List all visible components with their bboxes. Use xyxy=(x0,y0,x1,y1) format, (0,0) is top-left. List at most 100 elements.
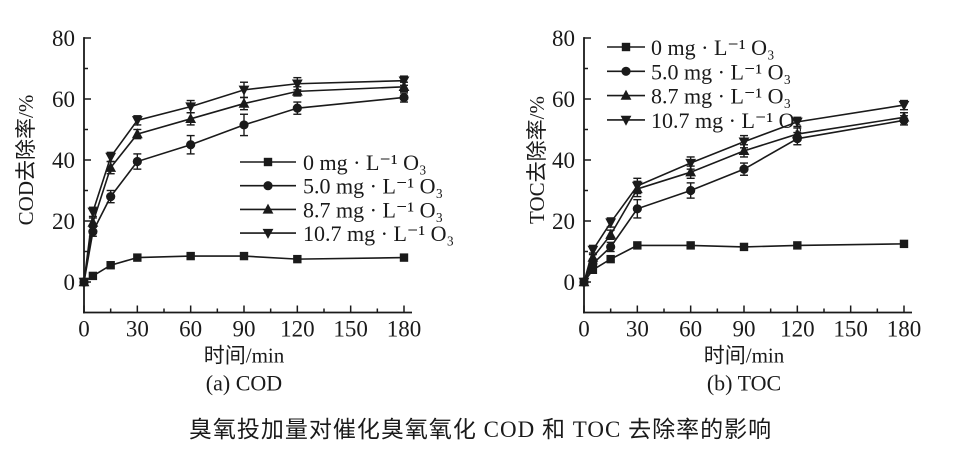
chart-cod: 0 30 60 90 120 150 180 0 20 40 60 80 时间/min COD去除率/% (… xyxy=(0,0,480,405)
y-tick-label: 40 xyxy=(52,148,75,173)
triangle-down-marker xyxy=(578,277,590,288)
triangle-down-marker xyxy=(105,152,117,163)
triangle-up-marker xyxy=(185,113,197,124)
series-line xyxy=(583,104,905,283)
x-tick-label: 120 xyxy=(780,317,815,342)
legend-item: 8.7 mg · L⁻¹ O₃ xyxy=(240,197,443,222)
legend-item: 8.7 mg · L⁻¹ O₃ xyxy=(607,84,791,109)
ticks xyxy=(83,37,405,313)
legend: 0 mg · L⁻¹ O₃5.0 mg · L⁻¹ O₃8.7 mg · L⁻¹… xyxy=(240,150,454,246)
legend-label: 10.7 mg · L⁻¹ O₃ xyxy=(303,221,454,246)
legend-label: 5.0 mg · L⁻¹ O₃ xyxy=(303,174,443,199)
charts-row: 0 30 60 90 120 150 180 0 20 40 60 80 时间/min COD去除率/% (… xyxy=(14,26,921,396)
triangle-up-marker xyxy=(105,161,117,172)
triangle-up-marker xyxy=(738,145,750,156)
circle-marker xyxy=(399,92,409,103)
square-marker xyxy=(399,253,409,262)
tick-labels: 0 30 60 90 120 150 180 0 20 40 60 80 xyxy=(552,26,921,342)
triangle-down-marker xyxy=(631,181,643,192)
legend-item: 5.0 mg · L⁻¹ O₃ xyxy=(607,59,791,84)
chart-subtitle: (b) TOC xyxy=(707,371,781,396)
y-tick-label: 60 xyxy=(552,87,575,112)
legend-label: 5.0 mg · L⁻¹ O₃ xyxy=(651,59,791,84)
chart-toc: 0 30 60 90 120 150 180 0 20 40 60 80 时间/min TOC去除率/% (… xyxy=(480,0,961,405)
legend-item: 10.7 mg · L⁻¹ O₃ xyxy=(240,221,454,246)
triangle-up-marker xyxy=(791,128,803,139)
triangle-down-icon xyxy=(620,115,632,126)
toc-chart-canvas: 0 30 60 90 120 150 180 0 20 40 60 80 时间/min TOC去除率/% (… xyxy=(525,26,921,396)
legend-label: 8.7 mg · L⁻¹ O₃ xyxy=(651,84,791,109)
triangle-down-marker xyxy=(131,116,143,127)
triangle-down-marker xyxy=(291,79,303,90)
square-marker xyxy=(793,241,802,250)
cod-chart-canvas: 0 30 60 90 120 150 180 0 20 40 60 80 时间/min COD去除率/% (… xyxy=(14,26,454,396)
triangle-down-marker xyxy=(238,85,250,96)
axes xyxy=(83,37,413,314)
circle-icon xyxy=(263,181,273,191)
legend-item: 0 mg · L⁻¹ O₃ xyxy=(607,35,775,60)
triangle-down-marker xyxy=(78,277,90,288)
square-icon xyxy=(263,157,273,167)
triangle-down-marker xyxy=(87,207,99,218)
circle-marker xyxy=(132,156,142,167)
triangle-down-marker xyxy=(185,102,197,113)
ticks xyxy=(583,37,905,313)
y-tick-label: 60 xyxy=(52,87,75,112)
square-marker xyxy=(606,254,615,264)
triangle-down-marker xyxy=(605,218,617,229)
x-tick-label: 0 xyxy=(78,317,90,342)
legend-label: 0 mg · L⁻¹ O₃ xyxy=(303,150,427,175)
square-marker xyxy=(686,241,695,250)
triangle-up-icon xyxy=(262,203,274,214)
triangle-up-marker xyxy=(291,85,303,96)
x-tick-label: 30 xyxy=(126,317,149,342)
axes xyxy=(583,37,913,314)
triangle-down-marker xyxy=(898,100,910,111)
square-marker xyxy=(588,265,598,274)
y-tick-label: 0 xyxy=(64,270,76,295)
square-marker xyxy=(899,239,909,249)
circle-marker xyxy=(686,185,696,196)
x-tick-label: 180 xyxy=(887,317,922,342)
triangle-down-marker xyxy=(738,137,750,148)
triangle-down-marker xyxy=(398,76,410,87)
square-marker xyxy=(106,261,115,270)
circle-marker xyxy=(739,164,749,174)
y-tick-label: 0 xyxy=(564,270,576,295)
square-marker xyxy=(293,254,302,264)
circle-marker xyxy=(292,103,302,113)
series-square xyxy=(79,251,409,287)
x-tick-label: 60 xyxy=(679,317,702,342)
x-tick-label: 60 xyxy=(179,317,202,342)
legend-item: 10.7 mg · L⁻¹ O₃ xyxy=(607,108,802,133)
square-marker xyxy=(633,241,642,250)
series-square xyxy=(579,239,909,287)
series-triangle-down xyxy=(78,75,410,288)
tick-labels: 0 30 60 90 120 150 180 0 20 40 60 80 xyxy=(52,26,421,342)
square-marker xyxy=(739,242,749,252)
circle-marker xyxy=(632,204,642,214)
x-tick-label: 0 xyxy=(578,317,590,342)
y-axis-label: TOC去除率/% xyxy=(525,96,549,224)
triangle-up-icon xyxy=(620,89,632,100)
y-tick-label: 20 xyxy=(552,209,575,234)
triangle-up-marker xyxy=(898,111,910,122)
triangle-up-marker xyxy=(605,228,617,239)
x-tick-label: 150 xyxy=(333,317,368,342)
circle-icon xyxy=(621,66,631,76)
circle-marker xyxy=(239,120,249,130)
square-icon xyxy=(621,42,631,52)
square-marker xyxy=(239,251,249,261)
triangle-up-marker xyxy=(131,128,143,139)
triangle-down-marker xyxy=(587,245,599,256)
square-marker xyxy=(186,251,195,261)
figure-caption: 臭氧投加量对催化臭氧氧化 COD 和 TOC 去除率的影响 xyxy=(188,417,773,442)
x-tick-label: 90 xyxy=(732,317,755,342)
series-line xyxy=(83,86,405,283)
x-axis-label: 时间/min xyxy=(204,344,285,368)
triangle-down-marker xyxy=(685,158,697,169)
x-tick-label: 180 xyxy=(387,317,422,342)
triangle-down-icon xyxy=(262,228,274,239)
circle-marker xyxy=(106,192,116,202)
